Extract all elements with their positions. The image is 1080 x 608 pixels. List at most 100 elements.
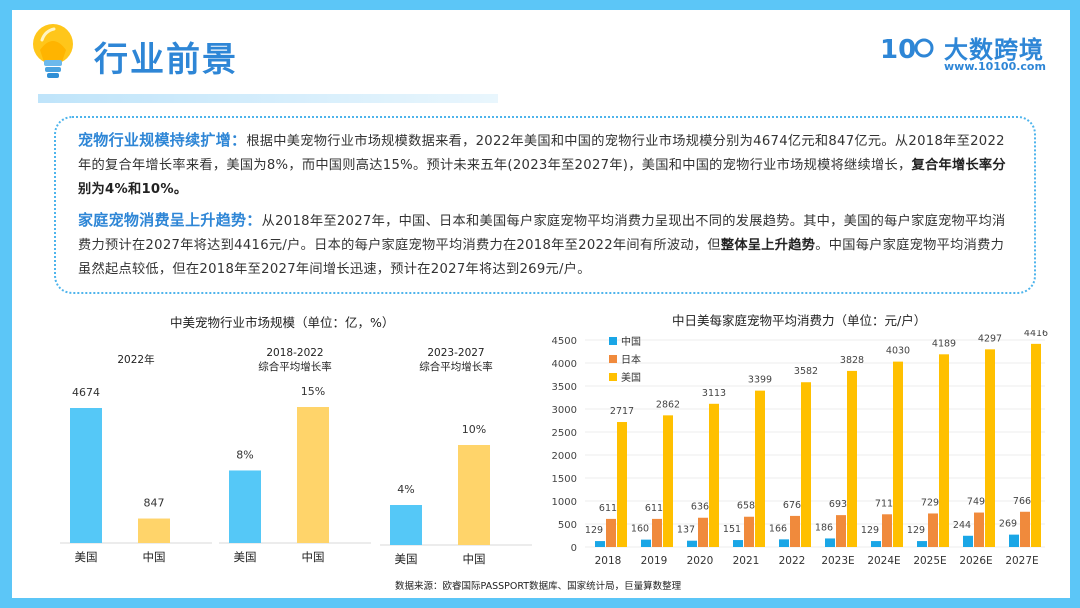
chart2-value-label: 3399 — [748, 375, 772, 386]
heading-market-size: 宠物行业规模持续扩增： — [78, 131, 247, 149]
chart1-bar — [70, 408, 102, 543]
body-market-size: 根据中美宠物行业市场规模数据来看，2022年美国和中国的宠物行业市场规模分别为4… — [78, 134, 1005, 173]
chart2-y-tick: 4000 — [552, 359, 577, 370]
chart2-value-label: 151 — [723, 524, 741, 535]
chart1-category-label: 中国 — [463, 552, 486, 566]
chart2-y-tick: 500 — [558, 520, 577, 531]
chart2-value-label: 711 — [875, 498, 893, 509]
chart2-x-tick: 2025E — [913, 555, 946, 567]
chart2-bar — [687, 540, 697, 547]
chart2-bar — [801, 382, 811, 547]
logo-mark-icon: 10 — [880, 35, 934, 65]
chart2-y-tick: 2500 — [552, 428, 577, 439]
chart2-value-label: 3113 — [702, 388, 726, 399]
chart1-category-label: 美国 — [395, 552, 418, 566]
chart2-bar — [939, 354, 949, 547]
chart2-bar — [847, 370, 857, 547]
chart2-bar — [893, 361, 903, 547]
heading-consumption: 家庭宠物消费呈上升趋势： — [78, 211, 262, 229]
chart2-value-label: 2717 — [610, 406, 634, 417]
chart1-bar — [229, 470, 261, 543]
chart2-x-tick: 2020 — [687, 555, 714, 567]
chart2-value-label: 636 — [691, 502, 709, 513]
chart1-group-label: 2022年 — [117, 353, 154, 366]
data-source: 数据来源：欧睿国际PASSPORT数据库、国家统计局，巨量算数整理 — [395, 581, 682, 592]
chart1-value-label: 15% — [301, 385, 325, 398]
consumption-chart: 0 500 1000 1500 2000 2500 3000 3500 4000 4500 2018… — [552, 330, 1049, 567]
chart2-legend-label: 日本 — [621, 353, 641, 366]
chart2-bar — [974, 512, 984, 547]
chart1-title: 中美宠物行业市场规模（单位：亿，%） — [170, 315, 395, 330]
chart1-bar — [390, 505, 422, 545]
chart2-bar — [617, 422, 627, 547]
chart2-value-label: 693 — [829, 499, 847, 510]
chart2-value-label: 186 — [815, 522, 833, 533]
chart2-bar — [1031, 343, 1041, 547]
chart1-bar — [138, 518, 170, 543]
chart2-y-tick: 1500 — [552, 474, 577, 485]
chart1-group-label: 2018-2022 — [266, 347, 323, 359]
chart2-value-label: 611 — [599, 503, 617, 514]
chart2-value-label: 137 — [677, 525, 695, 536]
logo-url: www.10100.com — [944, 60, 1046, 73]
chart2-legend-label: 中国 — [621, 335, 641, 348]
chart2-value-label: 766 — [1013, 496, 1031, 507]
chart1-category-label: 美国 — [234, 550, 257, 564]
chart2-bar — [1020, 511, 1030, 547]
bold-consumption: 整体呈上升趋势 — [720, 238, 816, 253]
bold-market-size: 复合年增长率分别为4%和10%。 — [78, 158, 1006, 197]
chart2-y-tick: 3500 — [552, 382, 577, 393]
tail-consumption: 。中国每户家庭宠物平均消费力虽然起点较低，但在2018年至2027年间增长迅速，… — [78, 238, 1005, 277]
chart1-group-label: 综合平均增长率 — [419, 360, 493, 373]
chart2-bar — [663, 415, 673, 547]
chart2-value-label: 4030 — [886, 346, 910, 357]
chart2-legend-swatch — [609, 355, 617, 363]
chart2-bar — [595, 541, 605, 547]
chart1-value-label: 4674 — [72, 386, 100, 399]
chart2-y-tick: 0 — [571, 543, 577, 554]
chart1-bar — [297, 407, 329, 543]
body-consumption: 从2018年至2027年，中国、日本和美国每户家庭宠物平均消费力呈现出不同的发展… — [78, 214, 1006, 253]
chart2-bar — [606, 518, 616, 547]
chart2-bar — [1009, 534, 1019, 547]
page-title: 行业前景 — [94, 40, 238, 80]
chart2-x-tick: 2021 — [733, 555, 760, 567]
chart2-value-label: 676 — [783, 500, 801, 511]
chart2-value-label: 3828 — [840, 355, 864, 366]
chart2-value-label: 611 — [645, 503, 663, 514]
chart2-y-tick: 4500 — [552, 336, 577, 347]
chart2-value-label: 160 — [631, 524, 649, 535]
title-underline — [38, 94, 498, 103]
chart2-bar — [871, 541, 881, 547]
chart1-group-label: 综合平均增长率 — [258, 360, 332, 373]
chart1-category-label: 中国 — [143, 550, 166, 564]
chart2-value-label: 269 — [999, 519, 1017, 530]
chart2-y-tick: 1000 — [552, 497, 577, 508]
chart2-bar — [985, 349, 995, 547]
chart2-x-tick: 2022 — [779, 555, 806, 567]
chart2-bar — [755, 390, 765, 547]
chart2-y-tick: 2000 — [552, 451, 577, 462]
summary-box: 宠物行业规模持续扩增：根据中美宠物行业市场规模数据来看，2022年美国和中国的宠… — [54, 116, 1036, 294]
chart2-value-label: 2862 — [656, 399, 680, 410]
chart2-bar — [744, 516, 754, 547]
paragraph-market-size: 宠物行业规模持续扩增：根据中美宠物行业市场规模数据来看，2022年美国和中国的宠… — [78, 128, 1016, 202]
chart1-value-label: 10% — [462, 423, 486, 436]
chart2-x-tick: 2019 — [641, 555, 668, 567]
chart2-legend-swatch — [609, 373, 617, 381]
chart2-x-tick: 2018 — [595, 555, 622, 567]
chart2-value-label: 129 — [585, 525, 603, 536]
chart2-value-label: 129 — [907, 525, 925, 536]
chart2-value-label: 658 — [737, 501, 755, 512]
chart2-x-tick: 2026E — [959, 555, 992, 567]
chart2-legend-swatch — [609, 337, 617, 345]
chart2-bar — [698, 517, 708, 547]
chart2-bar — [882, 514, 892, 547]
chart2-title: 中日美每家庭宠物平均消费力（单位：元/户） — [672, 313, 927, 328]
chart2-legend-label: 美国 — [621, 371, 641, 384]
chart1-category-label: 美国 — [75, 550, 98, 564]
chart2-value-label: 749 — [967, 497, 985, 508]
lightbulb-icon — [33, 24, 73, 78]
chart2-value-label: 4297 — [978, 333, 1002, 344]
chart2-bar — [825, 538, 835, 547]
